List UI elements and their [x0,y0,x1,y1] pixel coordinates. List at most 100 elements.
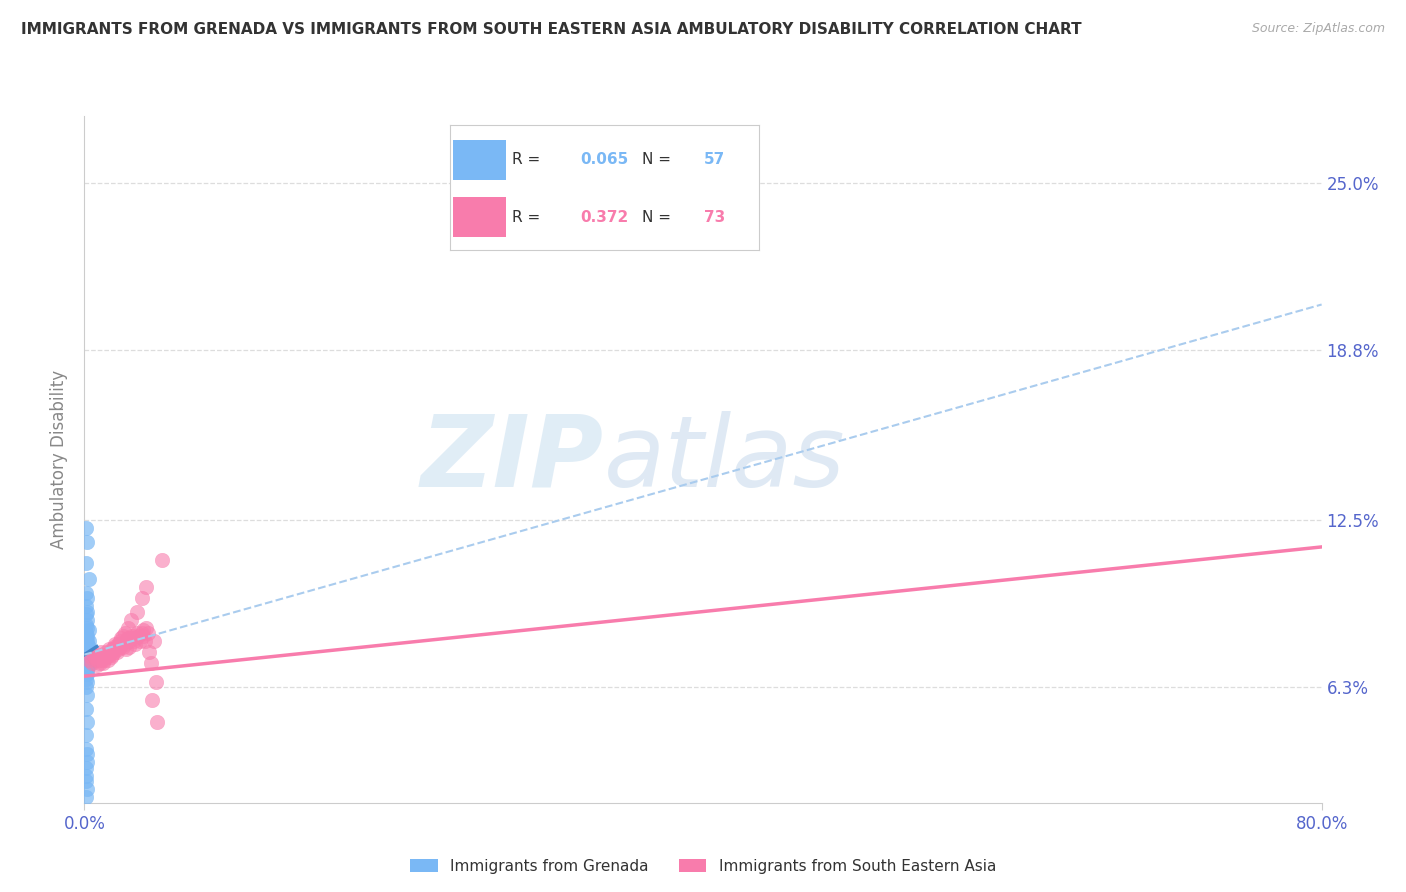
Point [75,701,97,715]
Point [75,650,97,665]
Point [76,634,98,648]
Point [114,626,136,640]
Point [76,613,98,627]
Point [97,648,120,662]
Text: R =: R = [512,210,546,225]
Point [146,714,169,729]
Point [77,653,100,667]
Point [75,742,97,756]
Point [122,634,145,648]
Point [75,661,97,675]
FancyBboxPatch shape [453,140,506,180]
Point [79,650,101,665]
Point [75,648,97,662]
Point [110,637,132,651]
Point [115,634,138,648]
Point [75,680,97,694]
Point [84,650,107,665]
Point [134,634,156,648]
Point [98,642,121,657]
Point [75,656,97,670]
Point [108,640,131,654]
Point [94,650,117,665]
Point [75,672,97,686]
Point [75,769,97,783]
Text: IMMIGRANTS FROM GRENADA VS IMMIGRANTS FROM SOUTH EASTERN ASIA AMBULATORY DISABIL: IMMIGRANTS FROM GRENADA VS IMMIGRANTS FR… [21,22,1081,37]
Point [98,648,121,662]
Point [124,637,146,651]
Point [93,648,115,662]
Point [77,658,100,673]
Point [75,556,97,570]
Point [100,645,122,659]
Point [86,653,108,667]
Point [104,637,127,651]
Point [75,653,97,667]
Point [76,747,98,762]
Point [76,605,98,619]
Point [91,650,114,665]
Point [75,729,97,743]
Point [76,666,98,681]
Point [77,653,100,667]
Point [121,629,143,643]
Point [128,629,150,643]
Point [105,645,128,659]
Point [138,645,160,659]
Point [76,534,98,549]
Point [76,674,98,689]
Point [75,666,97,681]
Point [76,650,98,665]
Text: 0.372: 0.372 [579,210,628,225]
Point [87,648,110,662]
Point [101,648,124,662]
Point [118,640,141,654]
Point [145,674,167,689]
Point [75,599,97,614]
Point [132,629,155,643]
Point [76,642,98,657]
Point [105,640,128,654]
Point [76,661,98,675]
Point [89,650,111,665]
Point [75,607,97,622]
Point [103,645,125,659]
Point [86,658,108,673]
Point [131,591,153,606]
Point [117,632,139,646]
Point [75,790,97,805]
Point [76,782,98,797]
Point [125,626,148,640]
Point [103,640,125,654]
Point [77,572,100,586]
Point [143,634,166,648]
Point [135,580,157,594]
Point [75,521,97,535]
Point [117,621,139,635]
Point [131,626,153,640]
Point [118,634,141,648]
Point [75,632,97,646]
Point [76,656,98,670]
Point [89,656,111,670]
Point [112,629,135,643]
Point [90,645,112,659]
Point [112,640,135,654]
Point [94,645,117,659]
Point [75,618,97,632]
Point [76,637,98,651]
Point [77,634,100,648]
Point [139,656,162,670]
Point [115,642,138,657]
Point [108,634,131,648]
Point [150,553,173,567]
Point [107,637,129,651]
Point [107,642,129,657]
Point [76,664,98,678]
Point [83,648,105,662]
Point [77,624,100,638]
Point [124,632,146,646]
Point [77,645,100,659]
Point [75,658,97,673]
Text: atlas: atlas [605,411,845,508]
